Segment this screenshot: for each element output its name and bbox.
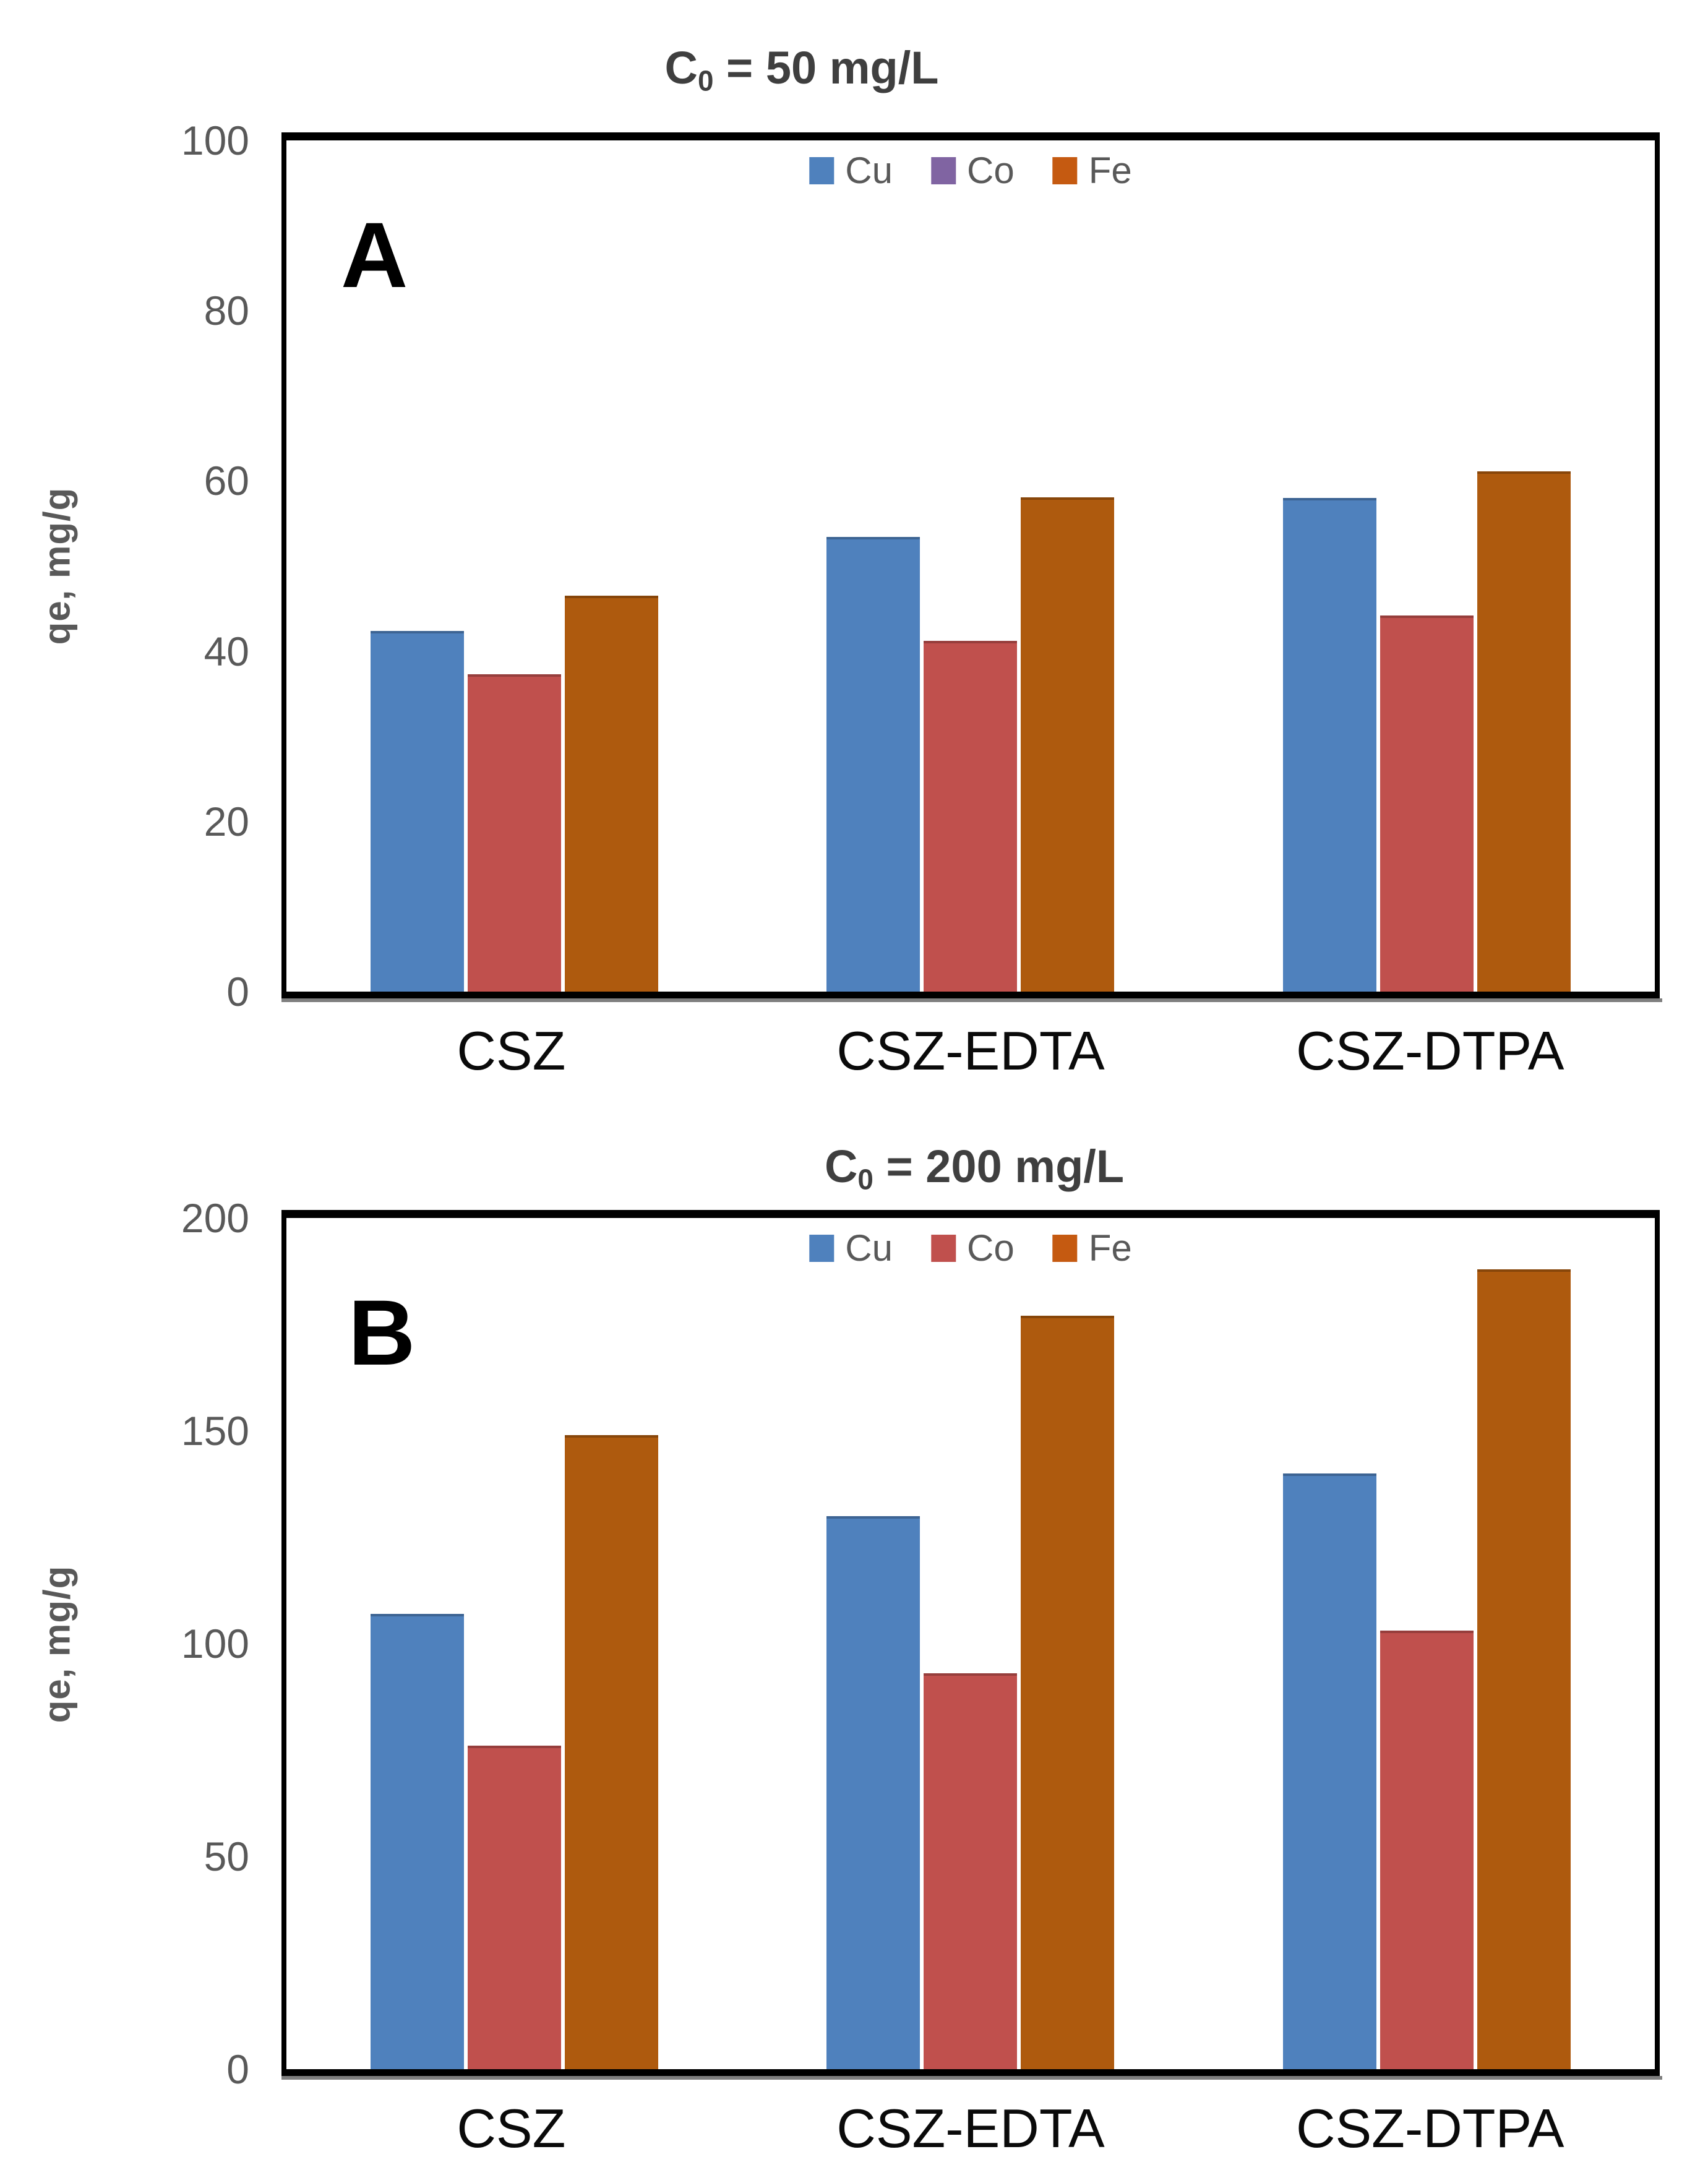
panel-a-title-subscript: 0 [697, 64, 714, 97]
legend-swatch-icon [930, 1234, 956, 1262]
panel-b-legend: Cu Co Fe [809, 1227, 1132, 1269]
y-tick-label: 0 [226, 2046, 249, 2092]
bar-co-csz-edta [924, 641, 1018, 992]
panel-b-category-labels: CSZ CSZ-EDTA CSZ-DTPA [281, 2097, 1660, 2160]
category-label: CSZ-EDTA [836, 1020, 1105, 1081]
bar-cluster-csz-edta [742, 1218, 1198, 2069]
legend-label: Fe [1088, 1227, 1132, 1269]
panel-b-letter: B [348, 1280, 416, 1384]
bar-cluster-csz [286, 140, 742, 992]
legend-label: Cu [845, 1227, 893, 1269]
legend-swatch-icon [809, 1234, 835, 1262]
bar-cluster-csz-edta [742, 140, 1198, 992]
bar-fe-csz-dtpa [1477, 1269, 1571, 2069]
bar-cluster-csz [286, 1218, 742, 2069]
y-tick-label: 0 [226, 969, 249, 1014]
y-tick-label: 40 [204, 628, 249, 674]
panel-b-title-main: C [824, 1141, 858, 1193]
panel-a-letter: A [341, 203, 408, 307]
panel-b-y-axis-title: qe, mg/g [36, 1565, 78, 1723]
legend-label: Co [966, 1227, 1015, 1269]
legend-label: Fe [1088, 150, 1132, 191]
y-tick-label: 20 [204, 798, 249, 844]
bar-cu-csz [371, 630, 465, 992]
bar-fe-csz [565, 596, 659, 992]
legend-swatch-icon [1052, 1234, 1078, 1262]
bar-cluster-csz-dtpa [1199, 140, 1655, 992]
legend-item-cu: Cu [809, 149, 893, 192]
panel-a-bars [286, 140, 1655, 992]
bar-cu-csz-edta [826, 1516, 921, 2069]
legend-item-fe: Fe [1052, 1227, 1132, 1269]
legend-swatch-icon [809, 157, 835, 184]
y-tick-label: 80 [204, 288, 249, 334]
bar-fe-csz-edta [1021, 1316, 1115, 2069]
legend-swatch-icon [1052, 157, 1078, 184]
category-label: CSZ [457, 2098, 566, 2159]
bar-co-csz-edta [924, 1673, 1018, 2069]
panel-b-plot-area: 0 50 100 150 200 B Cu Co Fe [181, 1198, 1662, 2090]
legend-label: Co [966, 150, 1015, 191]
legend-item-co: Co [930, 149, 1015, 192]
panel-b-bars [286, 1218, 1655, 2069]
y-tick-label: 50 [204, 1833, 249, 1879]
bar-cu-csz-dtpa [1282, 497, 1376, 992]
legend-item-fe: Fe [1052, 149, 1132, 192]
bar-co-csz [468, 1746, 562, 2069]
legend-item-cu: Cu [809, 1227, 893, 1269]
category-label: CSZ-DTPA [1295, 2098, 1564, 2159]
panel-a-legend: Cu Co Fe [809, 149, 1132, 192]
panel-a-y-axis-ticks: 0 20 40 60 80 100 [119, 120, 265, 1012]
legend-label: Cu [845, 150, 893, 191]
bar-fe-csz [565, 1435, 659, 2069]
bar-co-csz-dtpa [1380, 1631, 1474, 2069]
bar-fe-csz-dtpa [1477, 471, 1571, 992]
category-label: CSZ-EDTA [836, 2098, 1105, 2159]
y-tick-label: 100 [181, 118, 249, 163]
panel-b-title-rest: = 200 mg/L [873, 1141, 1125, 1193]
panel-a-y-axis-title: qe, mg/g [36, 487, 78, 645]
panel-a-title: C0 = 50 mg/L [665, 41, 939, 97]
legend-item-co: Co [930, 1227, 1015, 1269]
panel-b-title-subscript: 0 [857, 1163, 873, 1196]
bar-co-csz-dtpa [1380, 615, 1474, 992]
y-tick-label: 200 [181, 1195, 249, 1241]
y-tick-label: 60 [204, 458, 249, 504]
panel-a-category-labels: CSZ CSZ-EDTA CSZ-DTPA [281, 1019, 1660, 1083]
category-label: CSZ-DTPA [1295, 1020, 1564, 1081]
legend-swatch-icon [930, 157, 956, 184]
panel-a-plot-area: 0 20 40 60 80 100 A Cu Co Fe [181, 120, 1662, 1012]
y-tick-label: 150 [181, 1408, 249, 1454]
panel-a-title-main: C [664, 42, 698, 94]
bar-cu-csz-dtpa [1282, 1473, 1376, 2069]
panel-a-title-rest: = 50 mg/L [713, 42, 939, 94]
panel-b-title: C0 = 200 mg/L [825, 1140, 1124, 1196]
bar-cluster-csz-dtpa [1199, 1218, 1655, 2069]
bar-fe-csz-edta [1021, 497, 1115, 992]
y-tick-label: 100 [181, 1621, 249, 1666]
bar-cu-csz [371, 1613, 465, 2069]
bar-co-csz [468, 674, 562, 992]
category-label: CSZ [457, 1020, 566, 1081]
bar-cu-csz-edta [826, 537, 921, 992]
panel-b-y-axis-ticks: 0 50 100 150 200 [119, 1198, 265, 2090]
